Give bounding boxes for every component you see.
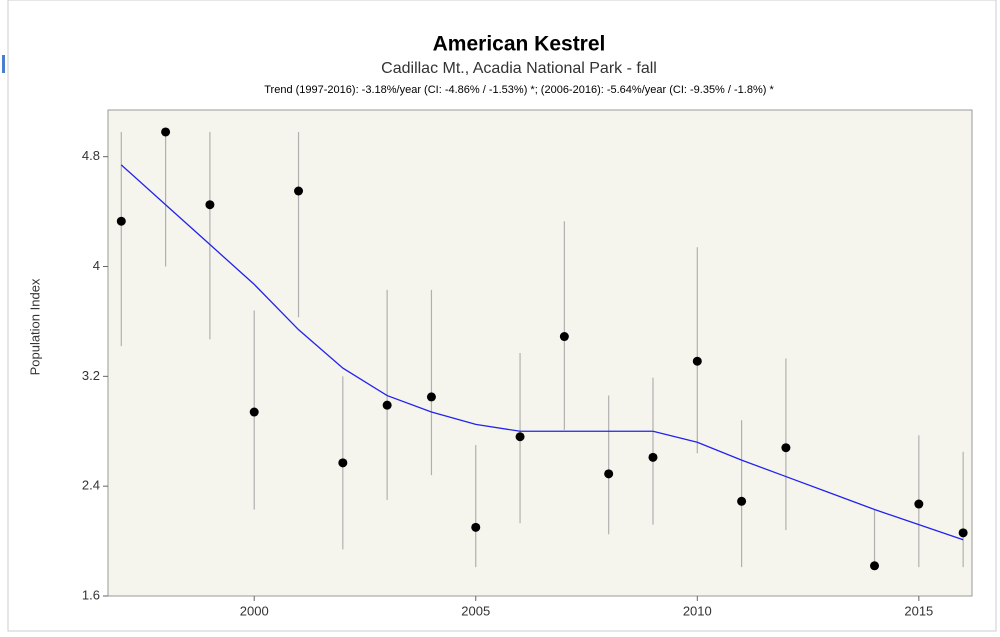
data-point	[249, 407, 259, 417]
x-tick-label: 2000	[240, 603, 269, 618]
data-point	[515, 432, 525, 442]
data-point	[559, 332, 569, 342]
data-point	[692, 356, 702, 366]
y-tick-label: 4	[93, 258, 100, 273]
plot-area	[107, 109, 973, 597]
data-point	[870, 561, 880, 571]
data-point	[648, 452, 658, 462]
trend-line	[120, 164, 964, 541]
data-point	[471, 522, 481, 532]
x-tick-label: 2005	[461, 603, 490, 618]
data-point	[294, 186, 304, 196]
chart-title: American Kestrel	[433, 33, 606, 56]
data-point	[914, 499, 924, 509]
y-tick-label: 4.8	[82, 148, 100, 163]
data-point	[958, 528, 968, 538]
side-marker	[2, 55, 5, 73]
data-point	[382, 400, 392, 410]
y-tick-label: 3.2	[82, 368, 100, 383]
chart-subtitle: Cadillac Mt., Acadia National Park - fal…	[381, 60, 657, 77]
trend-annotation: Trend (1997-2016): -3.18%/year (CI: -4.8…	[264, 84, 774, 96]
data-point	[205, 200, 215, 210]
data-point	[604, 469, 614, 479]
y-axis-label: Population Index	[27, 278, 42, 375]
data-point	[116, 216, 126, 226]
x-tick-label: 2010	[683, 603, 712, 618]
x-tick-label: 2015	[904, 603, 933, 618]
y-tick-label: 1.6	[82, 587, 100, 602]
y-tick-label: 2.4	[82, 478, 100, 493]
data-point	[338, 458, 348, 468]
data-point	[737, 496, 747, 506]
data-point	[161, 127, 171, 137]
data-point	[781, 443, 791, 453]
data-point	[426, 392, 436, 402]
